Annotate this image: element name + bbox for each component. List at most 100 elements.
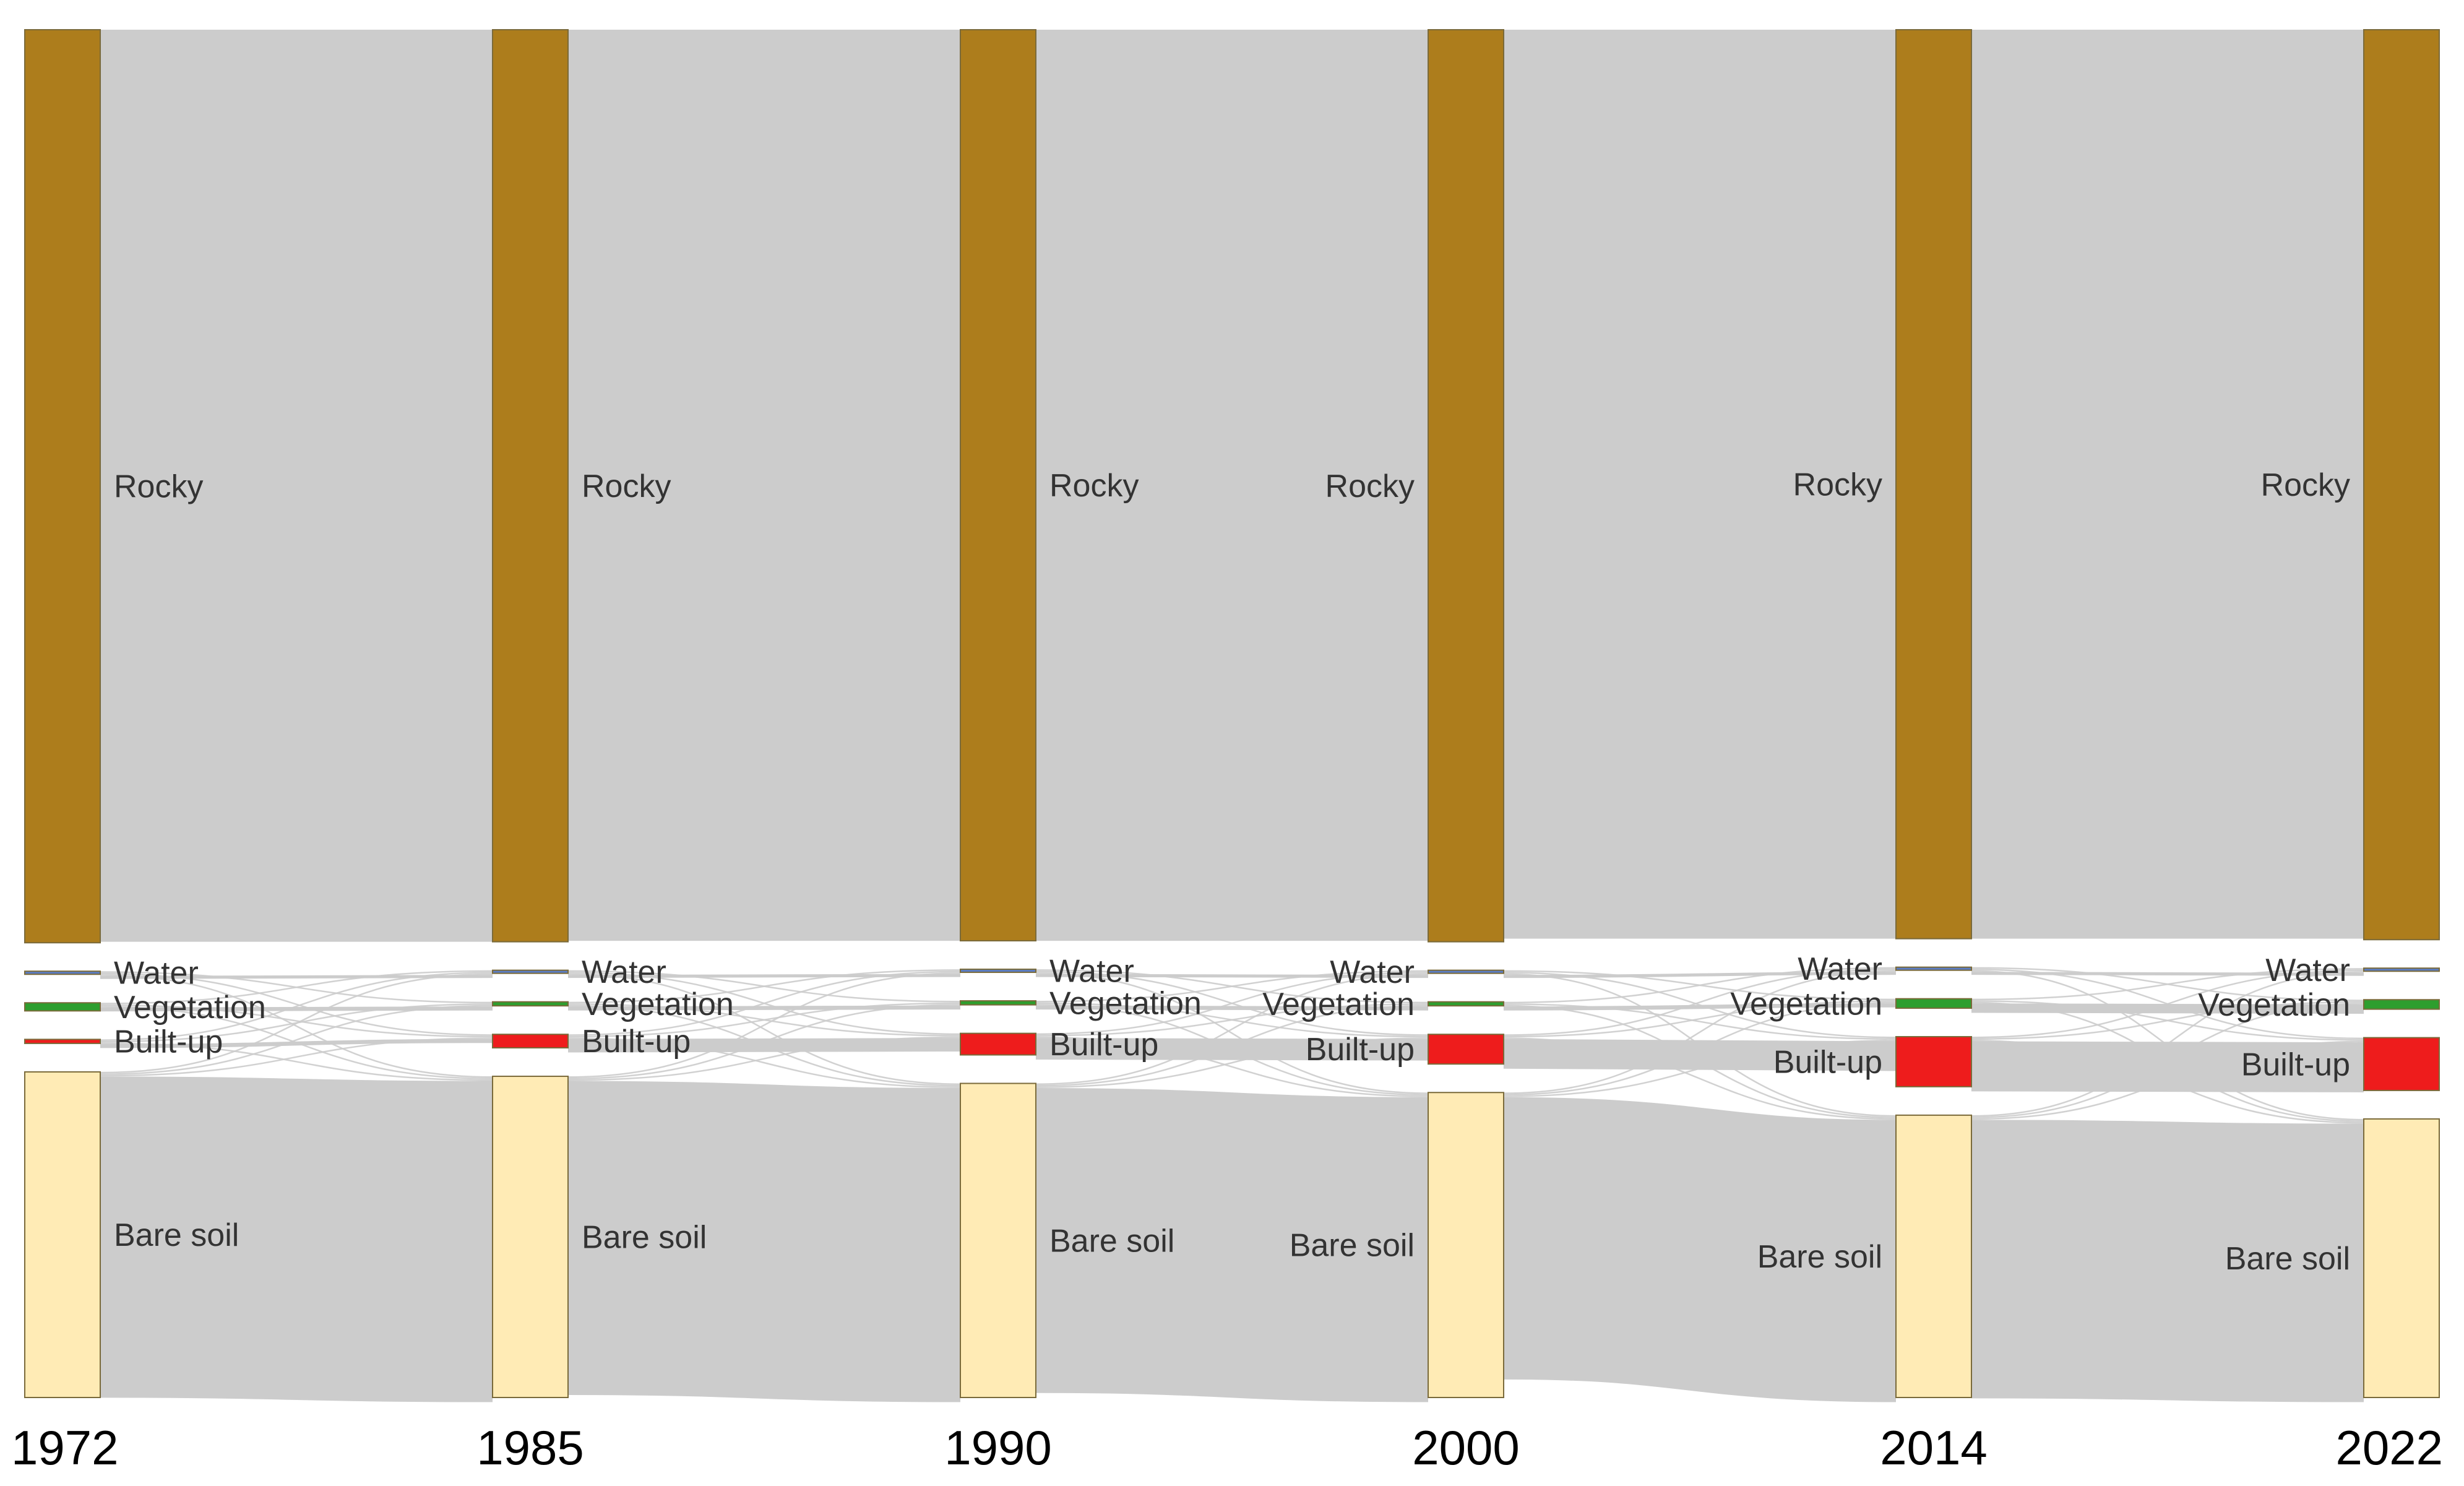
flow-vegetation-to-water-1990-2000 <box>1035 970 1429 1003</box>
node-water-1985 <box>492 969 569 974</box>
flow-built-up-to-built-up-1972-1985 <box>100 1039 493 1048</box>
node-water-2022 <box>2363 967 2440 972</box>
node-label-bare-soil-2014: Bare soil <box>1757 1239 1882 1275</box>
flow-bare-soil-to-water-1972-1985 <box>100 973 493 1074</box>
node-label-built-up-2014: Built-up <box>1773 1044 1882 1080</box>
flow-bare-soil-to-water-1990-2000 <box>1035 973 1429 1085</box>
node-bare-soil-1985 <box>492 1076 569 1398</box>
flow-bare-soil-to-water-2000-2014 <box>1503 970 1897 1094</box>
flow-built-up-to-vegetation-2014-2022 <box>1971 1001 2364 1040</box>
flow-built-up-to-vegetation-2000-2014 <box>1503 1000 1897 1038</box>
node-label-vegetation-1990: Vegetation <box>1049 985 1202 1021</box>
node-label-rocky-1990: Rocky <box>1049 468 1139 504</box>
node-label-bare-soil-2022: Bare soil <box>2225 1241 2350 1277</box>
node-label-rocky-2022: Rocky <box>2261 467 2350 503</box>
node-label-vegetation-2022: Vegetation <box>2198 987 2350 1023</box>
year-label-1985: 1985 <box>476 1420 584 1475</box>
node-label-bare-soil-2000: Bare soil <box>1290 1228 1415 1264</box>
node-rocky-1972 <box>24 29 101 944</box>
flow-vegetation-to-built-up-1972-1985 <box>100 1004 493 1038</box>
flow-water-to-water-1985-1990 <box>567 974 961 978</box>
node-label-vegetation-2000: Vegetation <box>1262 987 1415 1022</box>
node-label-rocky-2000: Rocky <box>1325 469 1415 504</box>
flow-built-up-to-built-up-1990-2000 <box>1035 1038 1429 1061</box>
node-label-water-1972: Water <box>114 956 199 991</box>
flow-bare-soil-to-bare-soil-2014-2022 <box>1971 1120 2364 1402</box>
node-rocky-2022 <box>2363 29 2440 941</box>
node-built-up-2000 <box>1428 1034 1504 1065</box>
flow-vegetation-to-vegetation-1985-1990 <box>567 1005 961 1011</box>
flow-bare-soil-to-water-1985-1990 <box>567 972 961 1078</box>
flow-water-to-water-2000-2014 <box>1503 972 1897 978</box>
node-vegetation-1990 <box>960 1000 1036 1006</box>
node-label-vegetation-1972: Vegetation <box>114 990 266 1026</box>
node-bare-soil-2022 <box>2363 1118 2440 1398</box>
year-label-2022: 2022 <box>2335 1420 2443 1475</box>
flow-water-to-bare-soil-1990-2000 <box>1035 972 1429 1094</box>
node-vegetation-2022 <box>2363 999 2440 1010</box>
node-label-rocky-1972: Rocky <box>114 469 203 505</box>
node-label-built-up-1990: Built-up <box>1049 1027 1158 1063</box>
flow-vegetation-to-vegetation-2014-2022 <box>1971 1003 2364 1014</box>
node-vegetation-2000 <box>1428 1001 1504 1007</box>
flow-bare-soil-to-bare-soil-1990-2000 <box>1035 1088 1429 1402</box>
node-water-1972 <box>24 970 101 975</box>
node-vegetation-1985 <box>492 1001 569 1007</box>
node-built-up-1990 <box>960 1032 1036 1056</box>
node-vegetation-2014 <box>1895 998 1972 1009</box>
node-label-water-1990: Water <box>1049 954 1134 990</box>
node-label-bare-soil-1985: Bare soil <box>582 1220 707 1256</box>
node-water-2000 <box>1428 969 1504 974</box>
node-bare-soil-2000 <box>1428 1092 1504 1399</box>
node-label-vegetation-2014: Vegetation <box>1730 986 1882 1022</box>
flow-vegetation-to-built-up-2000-2014 <box>1503 1003 1897 1040</box>
flow-vegetation-to-vegetation-2000-2014 <box>1503 1003 1897 1011</box>
year-label-1972: 1972 <box>11 1420 119 1475</box>
flow-built-up-to-vegetation-1985-1990 <box>567 1002 961 1038</box>
flow-bare-soil-to-bare-soil-1972-1985 <box>100 1076 493 1402</box>
node-bare-soil-1990 <box>960 1082 1036 1398</box>
node-label-vegetation-1985: Vegetation <box>582 987 734 1022</box>
node-label-water-2014: Water <box>1798 951 1882 987</box>
flow-bare-soil-to-bare-soil-1985-1990 <box>567 1081 961 1402</box>
flow-water-to-water-1972-1985 <box>100 975 493 979</box>
node-label-bare-soil-1972: Bare soil <box>114 1217 239 1253</box>
node-label-water-1985: Water <box>582 954 666 990</box>
node-bare-soil-2014 <box>1895 1114 1972 1399</box>
flow-water-to-water-1990-2000 <box>1035 974 1429 978</box>
node-vegetation-1972 <box>24 1002 101 1012</box>
flow-built-up-to-built-up-2014-2022 <box>1971 1041 2364 1092</box>
node-label-built-up-2022: Built-up <box>2241 1047 2350 1082</box>
flow-vegetation-to-vegetation-1990-2000 <box>1035 1005 1429 1011</box>
flow-built-up-to-built-up-1985-1990 <box>567 1038 961 1053</box>
flow-water-to-water-2014-2022 <box>1971 972 2364 976</box>
node-label-rocky-1985: Rocky <box>582 469 671 504</box>
flow-water-to-bare-soil-1985-1990 <box>567 973 961 1085</box>
flow-built-up-to-built-up-2000-2014 <box>1503 1039 1897 1071</box>
flows-layer <box>100 29 2364 1402</box>
flow-vegetation-to-vegetation-1972-1985 <box>100 1006 493 1012</box>
year-label-2014: 2014 <box>1880 1420 1988 1475</box>
node-label-water-2000: Water <box>1330 954 1415 990</box>
node-built-up-2022 <box>2363 1037 2440 1091</box>
year-axis: 1972 1985 1990 2000 2014 2022 <box>11 1420 2443 1475</box>
flow-vegetation-to-water-2014-2022 <box>1971 968 2364 1001</box>
node-rocky-1985 <box>492 29 569 943</box>
flow-water-to-bare-soil-1972-1985 <box>100 974 493 1078</box>
node-rocky-2014 <box>1895 29 1972 940</box>
node-bare-soil-1972 <box>24 1071 101 1398</box>
node-label-built-up-1972: Built-up <box>114 1024 223 1060</box>
flow-vegetation-to-water-1985-1990 <box>567 969 961 1004</box>
node-label-built-up-1985: Built-up <box>582 1024 691 1060</box>
node-built-up-1972 <box>24 1039 101 1044</box>
node-water-1990 <box>960 969 1036 974</box>
year-label-1990: 1990 <box>944 1420 1052 1475</box>
nodes-layer <box>24 29 2440 1399</box>
node-built-up-1985 <box>492 1034 569 1049</box>
flow-vegetation-to-water-1972-1985 <box>100 970 493 1004</box>
flow-bare-soil-to-bare-soil-2000-2014 <box>1503 1097 1897 1402</box>
flow-vegetation-to-water-2000-2014 <box>1503 967 1897 1004</box>
flow-built-up-to-vegetation-1990-2000 <box>1035 1003 1429 1037</box>
node-rocky-2000 <box>1428 29 1504 943</box>
